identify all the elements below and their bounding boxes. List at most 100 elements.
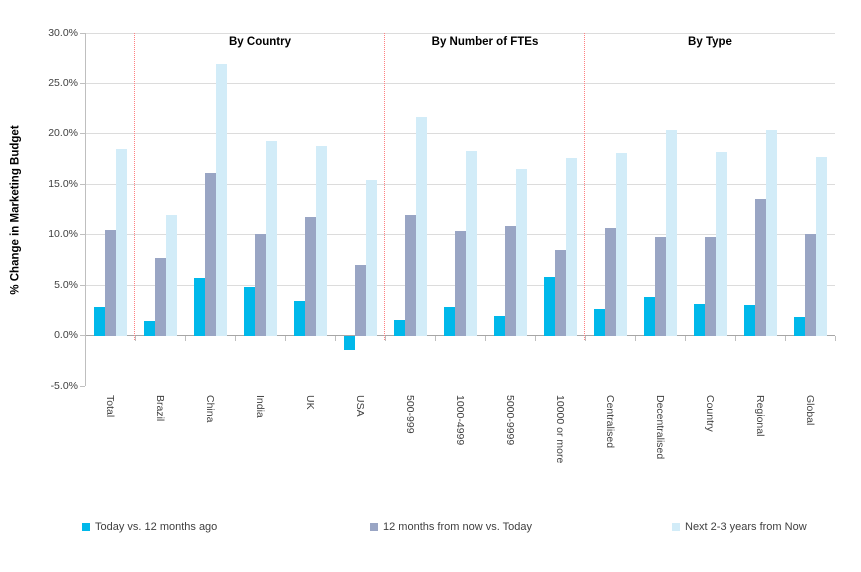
y-axis-tick: [80, 82, 85, 84]
x-axis-tick: [834, 335, 836, 341]
bar: [343, 335, 355, 350]
legend-label: Next 2-3 years from Now: [685, 521, 807, 533]
bar: [565, 158, 577, 336]
category-label: USA: [354, 395, 366, 417]
bar: [215, 64, 227, 336]
x-axis-tick: [184, 335, 186, 341]
category-label: UK: [304, 395, 316, 410]
category-label: India: [254, 395, 266, 418]
bar: [493, 316, 505, 336]
bar: [365, 180, 377, 336]
category-label: Brazil: [154, 395, 166, 422]
group-separator-line: [584, 33, 585, 340]
group-header: By Number of FTEs: [431, 36, 539, 48]
x-axis-tick: [284, 335, 286, 341]
y-tick-label: 10.0%: [48, 228, 78, 241]
bar: [615, 153, 627, 336]
category-label: Decentralised: [654, 395, 666, 460]
bar: [254, 233, 266, 336]
legend-item: Today vs. 12 months ago: [82, 520, 217, 534]
bar: [243, 287, 255, 336]
x-axis-tick: [734, 335, 736, 341]
y-tick-label: 0.0%: [54, 329, 78, 342]
bar: [115, 148, 127, 336]
gridline: [85, 32, 835, 34]
category-label: 500-999: [404, 395, 416, 434]
bar: [93, 307, 105, 336]
bar: [315, 145, 327, 336]
bar: [504, 225, 516, 336]
bar: [754, 199, 766, 336]
category-label: Country: [704, 395, 716, 432]
bar: [543, 277, 555, 336]
bar: [204, 173, 216, 336]
category-label: 1000-4999: [454, 395, 466, 446]
x-axis-tick: [634, 335, 636, 341]
bar: [393, 320, 405, 336]
bar: [443, 307, 455, 336]
x-axis-tick: [234, 335, 236, 341]
y-axis-tick: [80, 32, 85, 34]
bar: [765, 129, 777, 336]
legend-item: Next 2-3 years from Now: [672, 520, 807, 534]
legend-label: 12 months from now vs. Today: [383, 521, 532, 533]
x-axis-tick: [334, 335, 336, 341]
y-axis-tick: [80, 335, 85, 337]
x-axis-tick: [784, 335, 786, 341]
bar: [515, 169, 527, 336]
bar: [643, 297, 655, 336]
bar: [715, 152, 727, 336]
bar: [154, 257, 166, 336]
x-axis-tick: [134, 335, 136, 341]
bar: [665, 129, 677, 336]
bar: [465, 151, 477, 336]
plot-area: [85, 32, 835, 386]
bar: [693, 304, 705, 336]
group-header: By Type: [688, 36, 732, 48]
gridline: [85, 183, 835, 185]
y-tick-label: 5.0%: [54, 278, 78, 291]
category-label: Total: [104, 395, 116, 418]
category-label: 10000 or more: [554, 395, 566, 464]
bar: [704, 236, 716, 336]
bar: [104, 229, 116, 336]
x-axis-tick: [584, 335, 586, 341]
y-tick-label: 30.0%: [48, 26, 78, 39]
x-axis-tick: [434, 335, 436, 341]
category-label: Centralised: [604, 395, 616, 449]
group-header: By Country: [229, 36, 291, 48]
legend-item: 12 months from now vs. Today: [370, 520, 532, 534]
bar: [793, 317, 805, 336]
category-label: Global: [804, 395, 816, 426]
group-separator-line: [384, 33, 385, 340]
bar: [165, 214, 177, 336]
bar: [293, 301, 305, 336]
y-axis-tick: [80, 284, 85, 286]
bar: [193, 278, 205, 336]
bar: [554, 249, 566, 336]
y-tick-label: -5.0%: [50, 379, 78, 392]
x-axis-tick: [684, 335, 686, 341]
bar: [743, 305, 755, 336]
bar: [604, 227, 616, 336]
bar: [265, 140, 277, 336]
category-label: 5000-9999: [504, 395, 516, 446]
zero-line: [85, 335, 835, 337]
gridline: [85, 82, 835, 84]
x-axis-tick: [534, 335, 536, 341]
y-tick-label: 25.0%: [48, 76, 78, 89]
y-tick-label: 20.0%: [48, 127, 78, 140]
y-axis-tick: [80, 234, 85, 236]
legend-label: Today vs. 12 months ago: [95, 521, 218, 533]
bar: [804, 233, 816, 336]
bar: [415, 116, 427, 336]
bar: [454, 230, 466, 336]
gridline: [85, 133, 835, 135]
category-label: China: [204, 395, 216, 423]
y-axis-tick: [80, 385, 85, 387]
bar: [654, 236, 666, 336]
legend-color-swatch: [672, 523, 680, 531]
bar: [593, 309, 605, 336]
group-separator-line: [134, 33, 135, 340]
